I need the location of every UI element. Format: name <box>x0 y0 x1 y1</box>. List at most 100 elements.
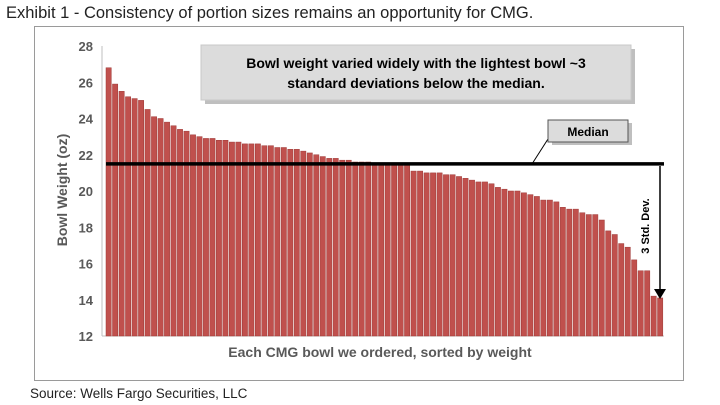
bar <box>105 67 112 337</box>
bar <box>138 100 144 337</box>
bar <box>235 141 242 337</box>
bar <box>306 152 313 337</box>
bar <box>592 214 599 337</box>
bar <box>443 174 449 337</box>
bar <box>456 176 462 337</box>
bar <box>216 140 222 337</box>
bar <box>572 208 579 337</box>
bar <box>527 194 534 337</box>
callout-line-1: Bowl weight varied widely with the light… <box>246 55 586 71</box>
bar <box>157 118 164 337</box>
bar <box>384 163 391 337</box>
bar <box>112 83 119 337</box>
bar <box>566 208 573 337</box>
median-label: Median <box>567 125 608 139</box>
bar <box>482 181 488 337</box>
chart-frame <box>34 26 684 381</box>
exhibit-title: Exhibit 1 - Consistency of portion sizes… <box>6 4 534 22</box>
bar <box>501 188 508 337</box>
bar <box>287 149 294 337</box>
bar <box>261 145 268 337</box>
bar <box>618 243 625 337</box>
bar <box>404 163 411 337</box>
bar <box>508 190 514 337</box>
bar <box>118 91 125 337</box>
bar <box>196 136 203 337</box>
bar <box>274 147 281 337</box>
bar <box>559 207 566 337</box>
bar <box>248 143 255 337</box>
y-tick-label: 14 <box>79 293 94 308</box>
bar <box>339 159 346 337</box>
bar <box>631 259 638 337</box>
y-tick-label: 26 <box>79 75 93 90</box>
bar <box>293 149 300 337</box>
bar <box>546 199 553 337</box>
bar <box>144 109 151 337</box>
bar <box>469 179 475 337</box>
bar <box>280 147 287 337</box>
bar <box>125 96 132 337</box>
bar <box>190 134 196 337</box>
bar <box>177 129 183 337</box>
bar <box>313 154 320 337</box>
bar <box>365 161 372 337</box>
bar <box>397 163 404 337</box>
median-label-box <box>547 119 629 143</box>
bar <box>417 170 423 337</box>
bar <box>644 270 651 337</box>
std-dev-arrowhead <box>654 289 666 299</box>
y-tick-label: 24 <box>79 112 94 127</box>
bar <box>650 295 657 337</box>
bar <box>345 159 352 337</box>
bar <box>514 190 521 337</box>
bar <box>540 199 547 337</box>
bar <box>410 170 417 337</box>
y-tick-label: 20 <box>79 184 93 199</box>
bar <box>170 125 177 337</box>
y-tick-label: 16 <box>79 257 93 272</box>
bar <box>332 158 339 337</box>
std-dev-label: 3 Std. Dev. <box>640 198 652 253</box>
bar <box>222 140 229 337</box>
bar <box>352 161 359 337</box>
bar <box>585 214 592 337</box>
y-tick-label: 22 <box>79 148 93 163</box>
bar <box>358 161 365 337</box>
bar <box>553 201 560 337</box>
bar <box>423 172 430 337</box>
bar <box>151 116 157 337</box>
bar <box>598 219 605 337</box>
bar <box>521 192 527 337</box>
bar <box>430 172 436 337</box>
bar <box>495 187 501 337</box>
bar <box>657 297 664 337</box>
bar <box>378 163 385 337</box>
bar <box>183 130 190 337</box>
bar <box>319 156 326 337</box>
bar <box>371 163 378 337</box>
source-note: Source: Wells Fargo Securities, LLC <box>30 386 248 401</box>
bar <box>436 172 443 337</box>
bar <box>391 163 398 337</box>
bar <box>267 145 274 337</box>
y-axis-ticks: 12 14 16 18 20 22 24 26 28 <box>79 39 94 344</box>
bar <box>229 141 235 337</box>
bar <box>533 196 540 337</box>
bar <box>579 212 586 337</box>
y-tick-label: 28 <box>79 39 93 54</box>
bar <box>209 138 216 337</box>
bar <box>242 143 248 337</box>
y-axis-title: Bowl Weight (oz) <box>54 134 70 247</box>
bar <box>475 181 482 337</box>
median-label-leader <box>531 138 549 165</box>
x-axis-title: Each CMG bowl we ordered, sorted by weig… <box>228 344 532 360</box>
bar <box>449 174 456 337</box>
bar <box>326 158 333 337</box>
callout-line-2: standard deviations below the median. <box>287 75 545 91</box>
bar <box>624 246 631 337</box>
bar <box>462 178 469 337</box>
bar <box>488 183 495 337</box>
bar <box>637 270 644 337</box>
